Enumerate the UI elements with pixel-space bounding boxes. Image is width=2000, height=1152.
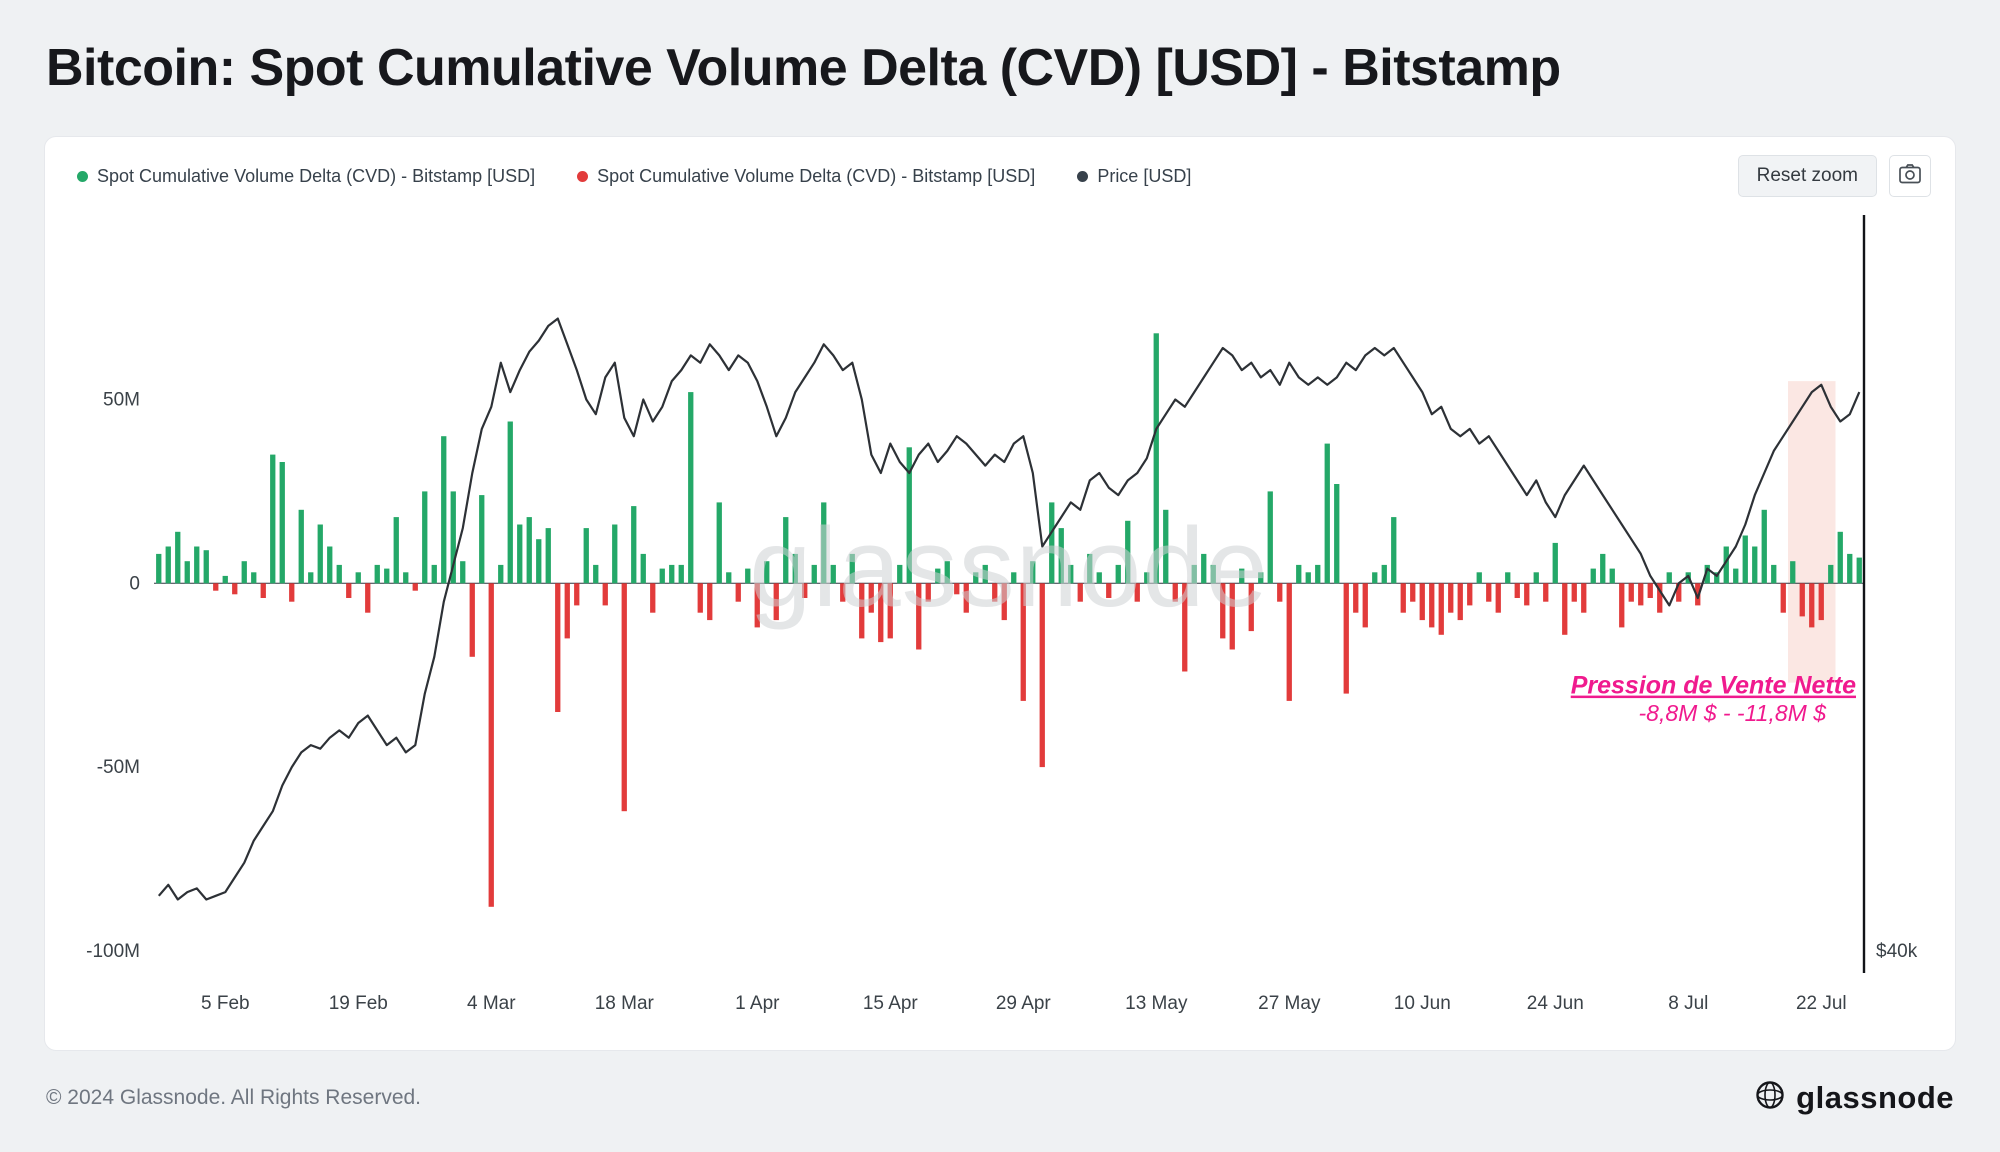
- svg-text:22 Jul: 22 Jul: [1796, 993, 1847, 1014]
- svg-text:1 Apr: 1 Apr: [735, 993, 780, 1014]
- chart-area: 50M 0 -50M -100M $40k 5 Feb 19 Feb 4 Mar 18 Mar 1…: [69, 203, 1931, 1032]
- copyright-text: © 2024 Glassnode. All Rights Reserved.: [46, 1085, 422, 1109]
- toolbar-buttons: Reset zoom: [1737, 155, 1931, 197]
- svg-text:18 Mar: 18 Mar: [595, 993, 655, 1014]
- chart-toolbar: Spot Cumulative Volume Delta (CVD) - Bit…: [69, 153, 1931, 199]
- glassnode-logo: glassnode: [1754, 1079, 1954, 1116]
- dark-dot-icon: [1077, 170, 1089, 182]
- legend-label: Price [USD]: [1097, 165, 1192, 186]
- y-axis-labels: 50M 0 -50M -100M: [86, 390, 140, 962]
- right-axis-label: $40k: [1876, 941, 1918, 962]
- svg-text:15 Apr: 15 Apr: [863, 993, 919, 1014]
- svg-text:0: 0: [129, 573, 140, 594]
- svg-text:-8,8M $ - -11,8M $: -8,8M $ - -11,8M $: [1639, 700, 1828, 726]
- cvd-bars: [156, 333, 1862, 907]
- price-line: [157, 317, 1861, 901]
- legend: Spot Cumulative Volume Delta (CVD) - Bit…: [69, 166, 1191, 187]
- svg-text:-100M: -100M: [86, 941, 140, 962]
- svg-text:4 Mar: 4 Mar: [467, 993, 516, 1014]
- brand-wordmark: glassnode: [1796, 1079, 1954, 1115]
- legend-label: Spot Cumulative Volume Delta (CVD) - Bit…: [597, 165, 1036, 186]
- glassnode-sphere-icon: [1754, 1079, 1786, 1116]
- svg-text:24 Jun: 24 Jun: [1527, 993, 1584, 1014]
- red-dot-icon: [577, 170, 589, 182]
- x-axis-labels: 5 Feb 19 Feb 4 Mar 18 Mar 1 Apr 15 Apr 29 Apr 1…: [201, 993, 1847, 1014]
- highlight-band: [1788, 381, 1836, 683]
- chart-card: Spot Cumulative Volume Delta (CVD) - Bit…: [44, 136, 1956, 1051]
- svg-text:29 Apr: 29 Apr: [996, 993, 1052, 1014]
- svg-text:50M: 50M: [103, 390, 140, 411]
- svg-text:-50M: -50M: [97, 757, 140, 778]
- legend-label: Spot Cumulative Volume Delta (CVD) - Bit…: [97, 165, 536, 186]
- svg-text:13 May: 13 May: [1125, 993, 1188, 1014]
- legend-item-cvd-positive[interactable]: Spot Cumulative Volume Delta (CVD) - Bit…: [77, 166, 535, 187]
- svg-text:19 Feb: 19 Feb: [329, 993, 388, 1014]
- page-title: Bitcoin: Spot Cumulative Volume Delta (C…: [46, 39, 1561, 97]
- svg-text:10 Jun: 10 Jun: [1394, 993, 1451, 1014]
- svg-text:27 May: 27 May: [1258, 993, 1321, 1014]
- legend-item-price[interactable]: Price [USD]: [1077, 166, 1191, 187]
- svg-text:Pression de Vente Nette: Pression de Vente Nette: [1571, 672, 1856, 700]
- camera-icon: [1898, 163, 1922, 190]
- svg-text:5 Feb: 5 Feb: [201, 993, 250, 1014]
- camera-button[interactable]: [1889, 155, 1931, 197]
- green-dot-icon: [77, 170, 88, 182]
- svg-text:8 Jul: 8 Jul: [1668, 993, 1708, 1014]
- legend-item-cvd-negative[interactable]: Spot Cumulative Volume Delta (CVD) - Bit…: [577, 166, 1035, 187]
- footer: © 2024 Glassnode. All Rights Reserved. g…: [46, 1079, 1954, 1116]
- reset-zoom-button[interactable]: Reset zoom: [1737, 155, 1877, 197]
- chart-canvas[interactable]: 50M 0 -50M -100M $40k 5 Feb 19 Feb 4 Mar 18 Mar 1…: [69, 203, 1933, 1027]
- net-sell-annotation: Pression de Vente Nette-8,8M $ - -11,8M …: [1571, 672, 1856, 727]
